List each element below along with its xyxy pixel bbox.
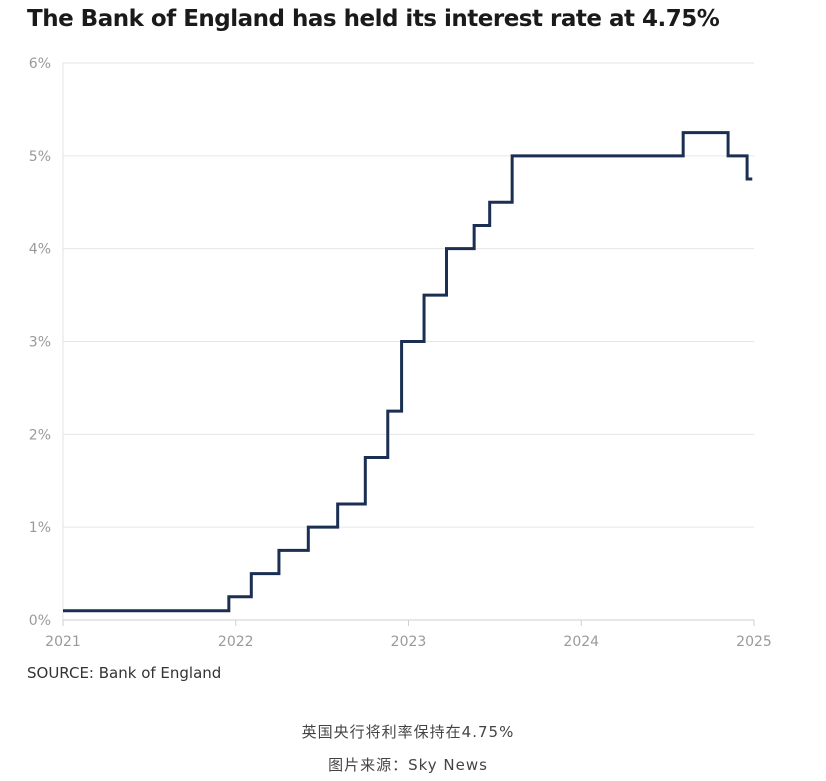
y-tick-label: 4% (29, 242, 51, 258)
y-tick-label: 2% (29, 427, 51, 443)
x-tick-label: 2025 (736, 634, 772, 650)
bank-rate-step-line (63, 131, 753, 613)
caption-text: 英国央行将利率保持在4.75% (301, 723, 515, 741)
chart-title: The Bank of England has held its interes… (27, 6, 720, 32)
source-note: SOURCE: Bank of England (27, 664, 222, 682)
y-tick-label: 1% (29, 520, 51, 536)
x-tick-label: 2021 (45, 634, 81, 650)
x-tick-label: 2023 (391, 634, 427, 650)
y-tick-label: 0% (29, 613, 51, 629)
y-tick-label: 5% (29, 149, 51, 165)
y-tick-label: 3% (29, 335, 51, 351)
y-tick-label: 6% (29, 56, 51, 72)
x-tick-label: 2024 (563, 634, 599, 650)
image-credit: 图片来源：Sky News (328, 756, 488, 774)
x-tick-label: 2022 (218, 634, 254, 650)
step-line-chart: 0% 1% 2% 3% 4% 5% 6% 2021 2022 2023 2024 2025 (29, 56, 772, 650)
